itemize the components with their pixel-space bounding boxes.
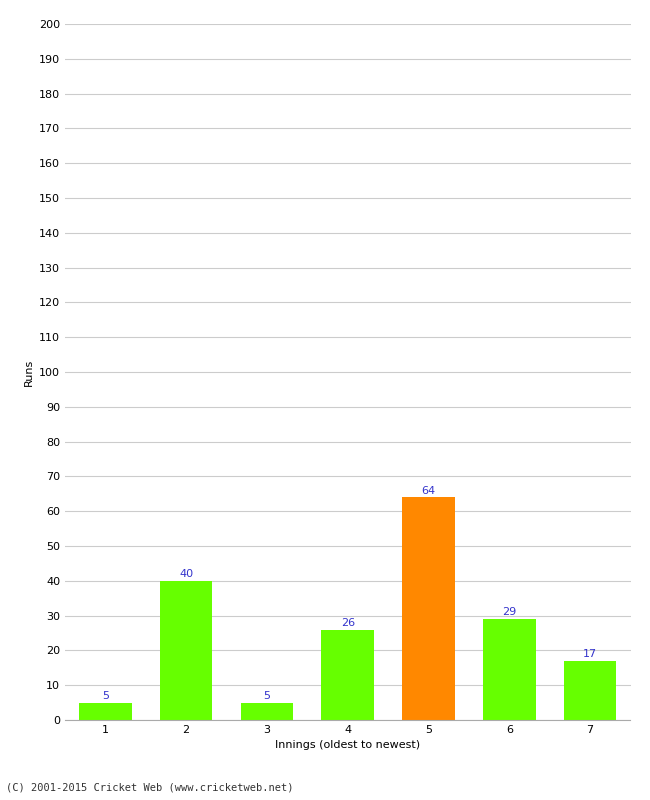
- Text: 64: 64: [421, 486, 436, 495]
- Bar: [240, 702, 293, 720]
- Bar: [79, 702, 132, 720]
- Text: 29: 29: [502, 607, 517, 618]
- Bar: [160, 581, 213, 720]
- X-axis label: Innings (oldest to newest): Innings (oldest to newest): [275, 741, 421, 750]
- Text: 40: 40: [179, 569, 193, 579]
- Text: (C) 2001-2015 Cricket Web (www.cricketweb.net): (C) 2001-2015 Cricket Web (www.cricketwe…: [6, 782, 294, 792]
- Bar: [483, 619, 536, 720]
- Text: 17: 17: [583, 649, 597, 659]
- Y-axis label: Runs: Runs: [23, 358, 33, 386]
- Text: 5: 5: [263, 691, 270, 701]
- Bar: [402, 498, 455, 720]
- Text: 26: 26: [341, 618, 355, 628]
- Bar: [564, 661, 616, 720]
- Text: 5: 5: [102, 691, 109, 701]
- Bar: [322, 630, 374, 720]
